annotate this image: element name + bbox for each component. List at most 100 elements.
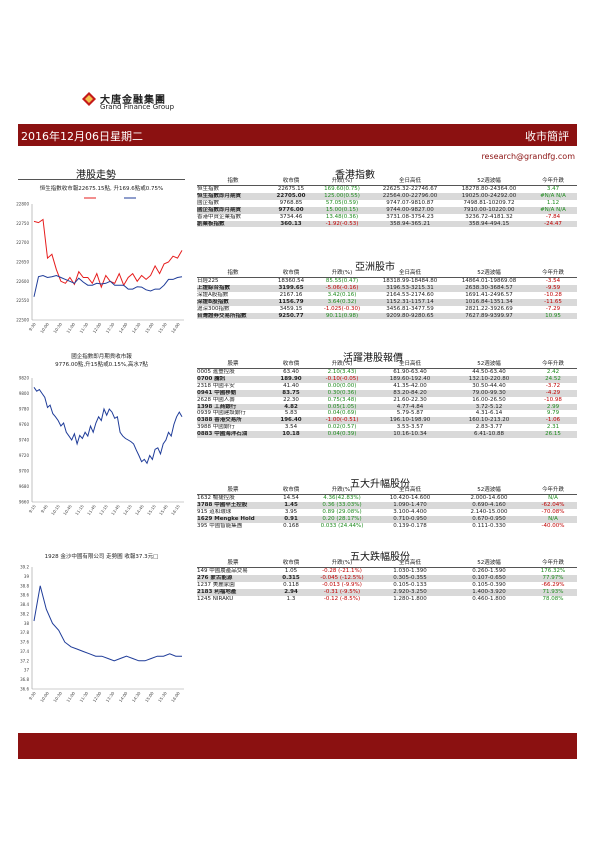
cell-hl: 9209.80-9280.65 <box>371 312 449 320</box>
cell-chg: 0.75(3.48) <box>327 396 357 403</box>
y-tick-label: 9740 <box>19 438 30 443</box>
cell-ytd: -3.72 <box>545 382 561 389</box>
cell-name: 台灣證券交易所指數 <box>197 312 269 320</box>
cell-hl: 5.79-5.87 <box>396 410 424 417</box>
cell-chg: 4.36(42.83%) <box>323 495 361 501</box>
cell-ytd: 2.99 <box>529 403 577 411</box>
cell-name: 276 蒙古能源 <box>197 574 269 582</box>
cell-price: 41.40 <box>283 382 299 389</box>
cell-w52: 79.00-99.30 <box>449 389 529 397</box>
contact-email[interactable]: research@grandfg.com <box>481 152 575 161</box>
x-tick-label: 15:00 <box>144 321 155 334</box>
table-row: 創業板指數 360.13 -1.92(-0.53) 358.94-365.21 358.… <box>197 220 577 228</box>
column-header: 今年升跌 <box>529 270 577 278</box>
x-tick-label: 16:15 <box>170 503 181 516</box>
section-title-gainers: 五大升幅股份 <box>350 479 410 490</box>
column-header: 收市價 <box>269 560 313 568</box>
y-tick-label: 37.2 <box>20 658 29 663</box>
y-tick-label: 22650 <box>16 260 29 265</box>
y-tick-label: 37.8 <box>20 630 29 635</box>
cell-ytd: -70.08% <box>541 508 565 515</box>
x-tick-label: 16:00 <box>170 321 181 334</box>
cell-chg: 0.30(0.36) <box>313 389 371 397</box>
y-tick-label: 9720 <box>19 453 30 458</box>
cell-name: 1237 美麗家園 <box>197 581 235 588</box>
x-tick-label: 9:15 <box>28 503 38 514</box>
cell-w52: 7910.00-10220.00 <box>449 206 529 214</box>
y-tick-label: 38.2 <box>20 611 29 616</box>
cell-hl: 0.105-0.133 <box>393 581 427 588</box>
cell-price: 10.18 <box>269 431 313 439</box>
column-header: 收市價 <box>269 178 313 186</box>
cell-chg: -1.025(-0.30) <box>323 305 361 312</box>
cell-chg: 15.00(0.15) <box>313 206 371 214</box>
cell-name: 日經225 <box>197 278 219 284</box>
series-line <box>33 274 183 297</box>
cell-name: 0700 騰訊 <box>197 375 269 383</box>
cell-chg: 3.64(0.32) <box>313 298 371 306</box>
cell-w52: 0.107-0.650 <box>449 574 529 582</box>
cell-w52: 0.260-1.590 <box>472 568 506 574</box>
cell-chg: 0.89 (29.08%) <box>322 508 362 515</box>
series-line <box>33 218 183 289</box>
x-tick-label: 11:00 <box>65 690 76 703</box>
x-tick-label: 15:15 <box>146 503 157 516</box>
cell-chg: 0.20 (28.17%) <box>313 515 371 523</box>
section-title-losers: 五大跌幅股份 <box>350 552 410 563</box>
section-title-hk-trend: 港股走勢 <box>76 170 116 181</box>
asia-markets-table: 指數 收市價 升跌(%) 全日高低 52週波幅 今年升跌 日經225 18360.54 85.5… <box>197 270 577 320</box>
company-logo-icon <box>82 92 96 106</box>
header-banner: 2016年12月06日星期二 收市簡評 <box>18 124 577 146</box>
cell-ytd: -40.00% <box>541 522 565 529</box>
hscei-chart-caption-2: 9776.00點,升15點或0.15%,高水7點 <box>55 362 148 368</box>
cell-ytd: 78.08% <box>542 595 564 602</box>
cell-name: 3788 中國罕王控股 <box>197 501 269 509</box>
cell-price: 9768.85 <box>279 199 303 206</box>
cell-price: 9250.77 <box>269 312 313 320</box>
column-header: 52週波幅 <box>449 560 529 568</box>
table-row: 台灣證券交易所指數 9250.77 90.11(0.98) 9209.80-9280.… <box>197 312 577 320</box>
cell-price: 1.45 <box>269 501 313 509</box>
table-header-row: 指數 收市價 升跌(%) 全日高低 52週波幅 今年升跌 <box>197 178 577 186</box>
top-gainers-table: 股票 收市價 升跌(%) 全日高低 52週波幅 今年升跌 1632 暢捷控股 14.54 4.3… <box>197 487 577 530</box>
sands-china-chart: 36.6 36.8 37 37.2 37.4 37.6 37.8 38 38.2 38.4 38.6… <box>20 565 184 703</box>
cell-w52: 0.460-1.800 <box>472 595 506 602</box>
y-tick-label: 9700 <box>19 469 30 474</box>
cell-chg: 0.02(0.57) <box>327 424 357 431</box>
cell-ytd: -4.29 <box>529 389 577 397</box>
cell-name: 1632 暢捷控股 <box>197 495 235 501</box>
cell-w52: 1016.84-1351.34 <box>449 298 529 306</box>
column-header: 升跌(%) <box>313 487 371 495</box>
cell-hl: 3.53-3.57 <box>396 424 424 431</box>
x-tick-label: 13:30 <box>105 321 116 334</box>
table-row: 0883 中國海洋石油 10.18 0.04(0.39) 10.16-10.34 6.4… <box>197 431 577 439</box>
table-row: 2628 中國人壽 22.30 0.75(3.48) 21.60-22.30 16.00… <box>197 397 577 404</box>
cell-w52: 30.50-44.40 <box>472 382 506 389</box>
column-header: 收市價 <box>269 487 313 495</box>
cell-w52: 4.31-6.14 <box>475 410 503 417</box>
stock-chart-caption: 1928 金沙中國有限公司 走勢圖 收報37.3元□ <box>44 554 159 560</box>
cell-w52: 16.00-26.50 <box>472 396 506 403</box>
cell-w52: 14864.01-19869.08 <box>461 278 517 284</box>
cell-price: 3734.46 <box>279 213 303 220</box>
x-tick-label: 14:00 <box>118 690 129 703</box>
cell-price: 4.82 <box>269 403 313 411</box>
cell-ytd: 26.15 <box>529 431 577 439</box>
y-tick-label: 37 <box>24 668 30 673</box>
cell-name: 1629 Mengke Hold <box>197 515 269 523</box>
cell-hl: 2164.53-2174.60 <box>386 291 434 298</box>
cell-ytd: -62.04% <box>529 501 577 509</box>
series-line <box>33 387 183 465</box>
column-header: 收市價 <box>269 361 313 369</box>
cell-price: 3.54 <box>284 424 298 431</box>
y-tick-label: 22800 <box>16 202 29 207</box>
table-row: 276 蒙古能源 0.315 -0.045 (-12.5%) 0.305-0.355 0… <box>197 574 577 582</box>
column-header: 升跌(%) <box>313 178 371 186</box>
cell-chg: 0.00(0.00) <box>327 382 357 389</box>
table-header-row: 股票 收市價 升跌(%) 全日高低 52週波幅 今年升跌 <box>197 361 577 369</box>
column-header: 今年升跌 <box>529 487 577 495</box>
table-row: 3788 中國罕王控股 1.45 0.36 (33.03%) 1.090-1.470 0… <box>197 501 577 509</box>
cell-name: 0941 中國移動 <box>197 389 269 397</box>
cell-w52: 3.72-5.12 <box>449 403 529 411</box>
x-tick-label: 11:00 <box>65 321 76 334</box>
